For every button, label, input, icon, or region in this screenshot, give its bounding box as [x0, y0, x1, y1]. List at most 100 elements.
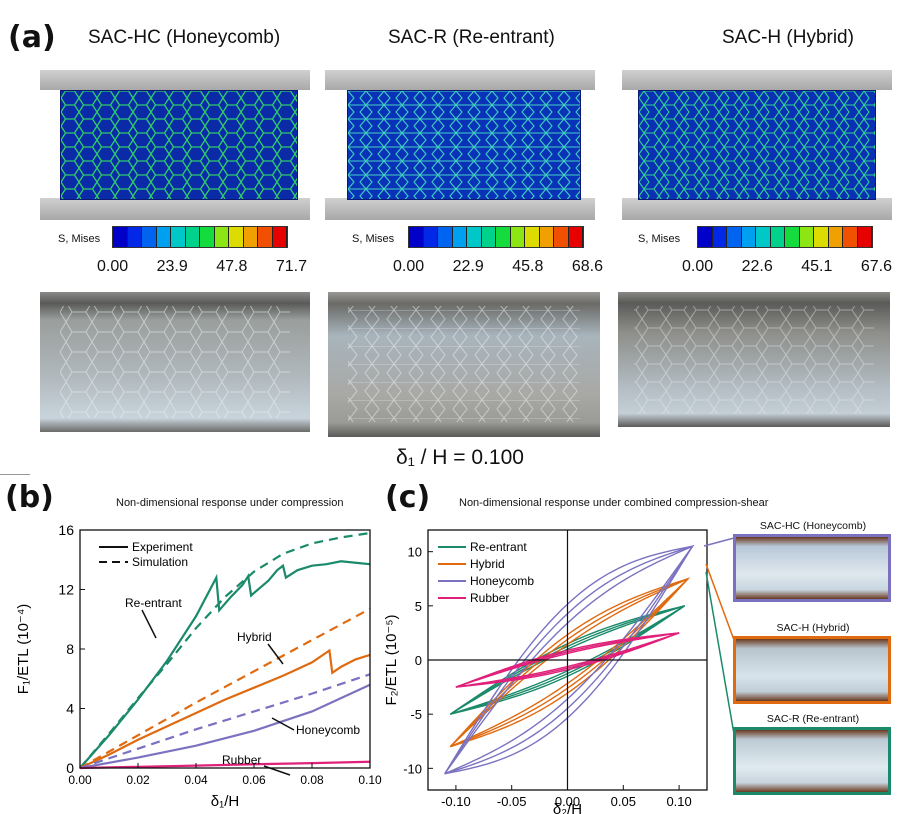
- y-tick-label-0: 0: [66, 760, 74, 776]
- inset-photo-reentrant: [733, 727, 891, 795]
- inset-photo-hybrid: [733, 636, 891, 704]
- colorbar-swatch-7: [214, 227, 229, 247]
- inset-label-honeycomb: SAC-HC (Honeycomb): [759, 520, 867, 532]
- colorbar-swatch-1: [423, 227, 438, 247]
- inset-label-reentrant: SAC-R (Re-entrant): [766, 713, 860, 725]
- colorbar-swatch-2: [142, 227, 157, 247]
- colorbar-swatch-6: [496, 227, 511, 247]
- chart-c-ylabel: F₂/ETL (10⁻⁵): [383, 614, 400, 705]
- c-y-tick-label-3: 5: [415, 599, 422, 614]
- chart-b-xlabel: δ₁/H: [211, 793, 239, 810]
- simulation-honeycomb: [40, 70, 310, 220]
- colorbar-swatch-1: [712, 227, 727, 247]
- colorbar-swatch-3: [156, 227, 171, 247]
- x-tick-label-5: 0.10: [358, 773, 382, 787]
- colorbar-swatch-9: [243, 227, 258, 247]
- model-title-reentrant: SAC-R (Re-entrant): [388, 27, 555, 48]
- inset-connectors: [703, 537, 735, 735]
- colorbar-swatch-11: [272, 227, 287, 247]
- chart-b-legend: Experiment Simulation: [99, 540, 193, 569]
- colorbar-swatch-6: [200, 227, 215, 247]
- photo-reentrant: [328, 292, 600, 437]
- colorbar-swatch-9: [828, 227, 843, 247]
- colorbar-label-reentrant: S, Mises: [352, 233, 395, 245]
- series-hybrid-experiment: [79, 648, 371, 769]
- c-y-tick-label-1: -5: [410, 707, 422, 722]
- colorbar-swatch-1: [127, 227, 142, 247]
- loop-hybrid-2: [449, 577, 691, 748]
- x-tick-label-1: 0.02: [126, 773, 150, 787]
- colorbar-swatch-8: [229, 227, 244, 247]
- simulation-hybrid: [622, 70, 892, 220]
- colorbar-swatch-0: [409, 227, 424, 247]
- colorbar-swatch-0: [113, 227, 128, 247]
- x-tick-label-4: 0.08: [300, 773, 324, 787]
- colorbar-swatch-5: [770, 227, 785, 247]
- colorbar-swatch-4: [467, 227, 482, 247]
- chart-b: 0.00 0.02 0.04 0.06 0.08 0.10 0 4 8 12 16 δ₁/H F₁/…: [15, 522, 382, 810]
- series-honeycomb-simulation: [79, 673, 371, 770]
- legend-experiment: Experiment: [132, 540, 193, 554]
- c-y-tick-label-4: 10: [408, 545, 422, 560]
- colorbar-swatch-11: [857, 227, 872, 247]
- colorbar-label-hybrid: S, Mises: [638, 233, 681, 245]
- colorbar-swatch-6: [785, 227, 800, 247]
- chart-c-legend: Re-entrant Hybrid Honeycomb Rubber: [438, 540, 534, 605]
- colorbar-swatch-8: [814, 227, 829, 247]
- series-hybrid-simulation: [79, 607, 371, 769]
- colorbar-swatch-5: [185, 227, 200, 247]
- c-x-tick-label-2: 0.00: [555, 794, 580, 809]
- panel-label-a: (a): [8, 20, 56, 55]
- series-rubber-experiment: [79, 760, 371, 770]
- loop-honeycomb-2: [444, 545, 694, 775]
- colorbar-swatch-7: [799, 227, 814, 247]
- c-x-tick-label-0: -0.10: [441, 794, 471, 809]
- colorbar-ticks-hybrid: 0.00 22.6 45.1 67.6: [682, 258, 892, 275]
- lattice-reentrant: [347, 90, 581, 200]
- colorbar-ticks-reentrant: 0.00 22.9 45.8 68.6: [393, 258, 603, 275]
- colorbar-swatch-5: [481, 227, 496, 247]
- chart-b-title: Non-dimensional response under compressi…: [116, 497, 344, 509]
- c-x-tick-label-1: -0.05: [497, 794, 527, 809]
- colorbar-swatch-0: [698, 227, 713, 247]
- legend-label-re-entrant: Re-entrant: [470, 540, 527, 554]
- model-title-honeycomb: SAC-HC (Honeycomb): [88, 27, 281, 48]
- annotation-honeycomb: Honeycomb: [296, 723, 360, 737]
- colorbar-swatch-3: [741, 227, 756, 247]
- colorbar-swatch-10: [258, 227, 273, 247]
- c-y-tick-label-0: -10: [403, 761, 422, 776]
- colorbar-swatch-10: [843, 227, 858, 247]
- colorbar-swatch-10: [554, 227, 569, 247]
- legend-label-rubber: Rubber: [470, 591, 509, 605]
- colorbar-reentrant: [408, 226, 584, 248]
- colorbar-swatch-2: [727, 227, 742, 247]
- chart-c-title: Non-dimensional response under combined …: [459, 497, 769, 509]
- x-tick-label-0: 0.00: [68, 773, 92, 787]
- legend-label-hybrid: Hybrid: [470, 557, 505, 571]
- divider: [0, 474, 30, 475]
- series-honeycomb-experiment: [79, 683, 371, 770]
- y-tick-label-3: 12: [58, 582, 74, 598]
- c-y-tick-label-2: 0: [415, 653, 422, 668]
- legend-simulation: Simulation: [132, 555, 188, 569]
- c-x-tick-label-4: 0.10: [666, 794, 691, 809]
- colorbar-swatch-11: [568, 227, 583, 247]
- chart-c-xlabel: δ₂/H: [553, 801, 582, 814]
- colorbar-swatch-4: [171, 227, 186, 247]
- colorbar-hybrid: [697, 226, 873, 248]
- colorbar-label-honeycomb: S, Mises: [58, 233, 101, 245]
- y-tick-label-1: 4: [66, 701, 74, 717]
- annotation-reentrant: Re-entrant: [125, 596, 182, 610]
- c-x-tick-label-3: 0.05: [611, 794, 636, 809]
- colorbar-ticks-honeycomb: 0.00 23.9 47.8 71.7: [97, 258, 307, 275]
- y-tick-label-4: 16: [58, 522, 74, 538]
- x-tick-label-3: 0.06: [242, 773, 266, 787]
- inset-photo-honeycomb: [733, 534, 891, 602]
- photo-hybrid: [618, 292, 890, 427]
- chart-b-ylabel: F₁/ETL (10⁻⁴): [15, 604, 32, 695]
- colorbar-honeycomb: [112, 226, 288, 248]
- strain-label: δ₁ / H = 0.100: [396, 446, 524, 469]
- lattice-hybrid: [638, 90, 876, 200]
- annotation-rubber: Rubber: [222, 753, 261, 767]
- legend-label-honeycomb: Honeycomb: [470, 574, 534, 588]
